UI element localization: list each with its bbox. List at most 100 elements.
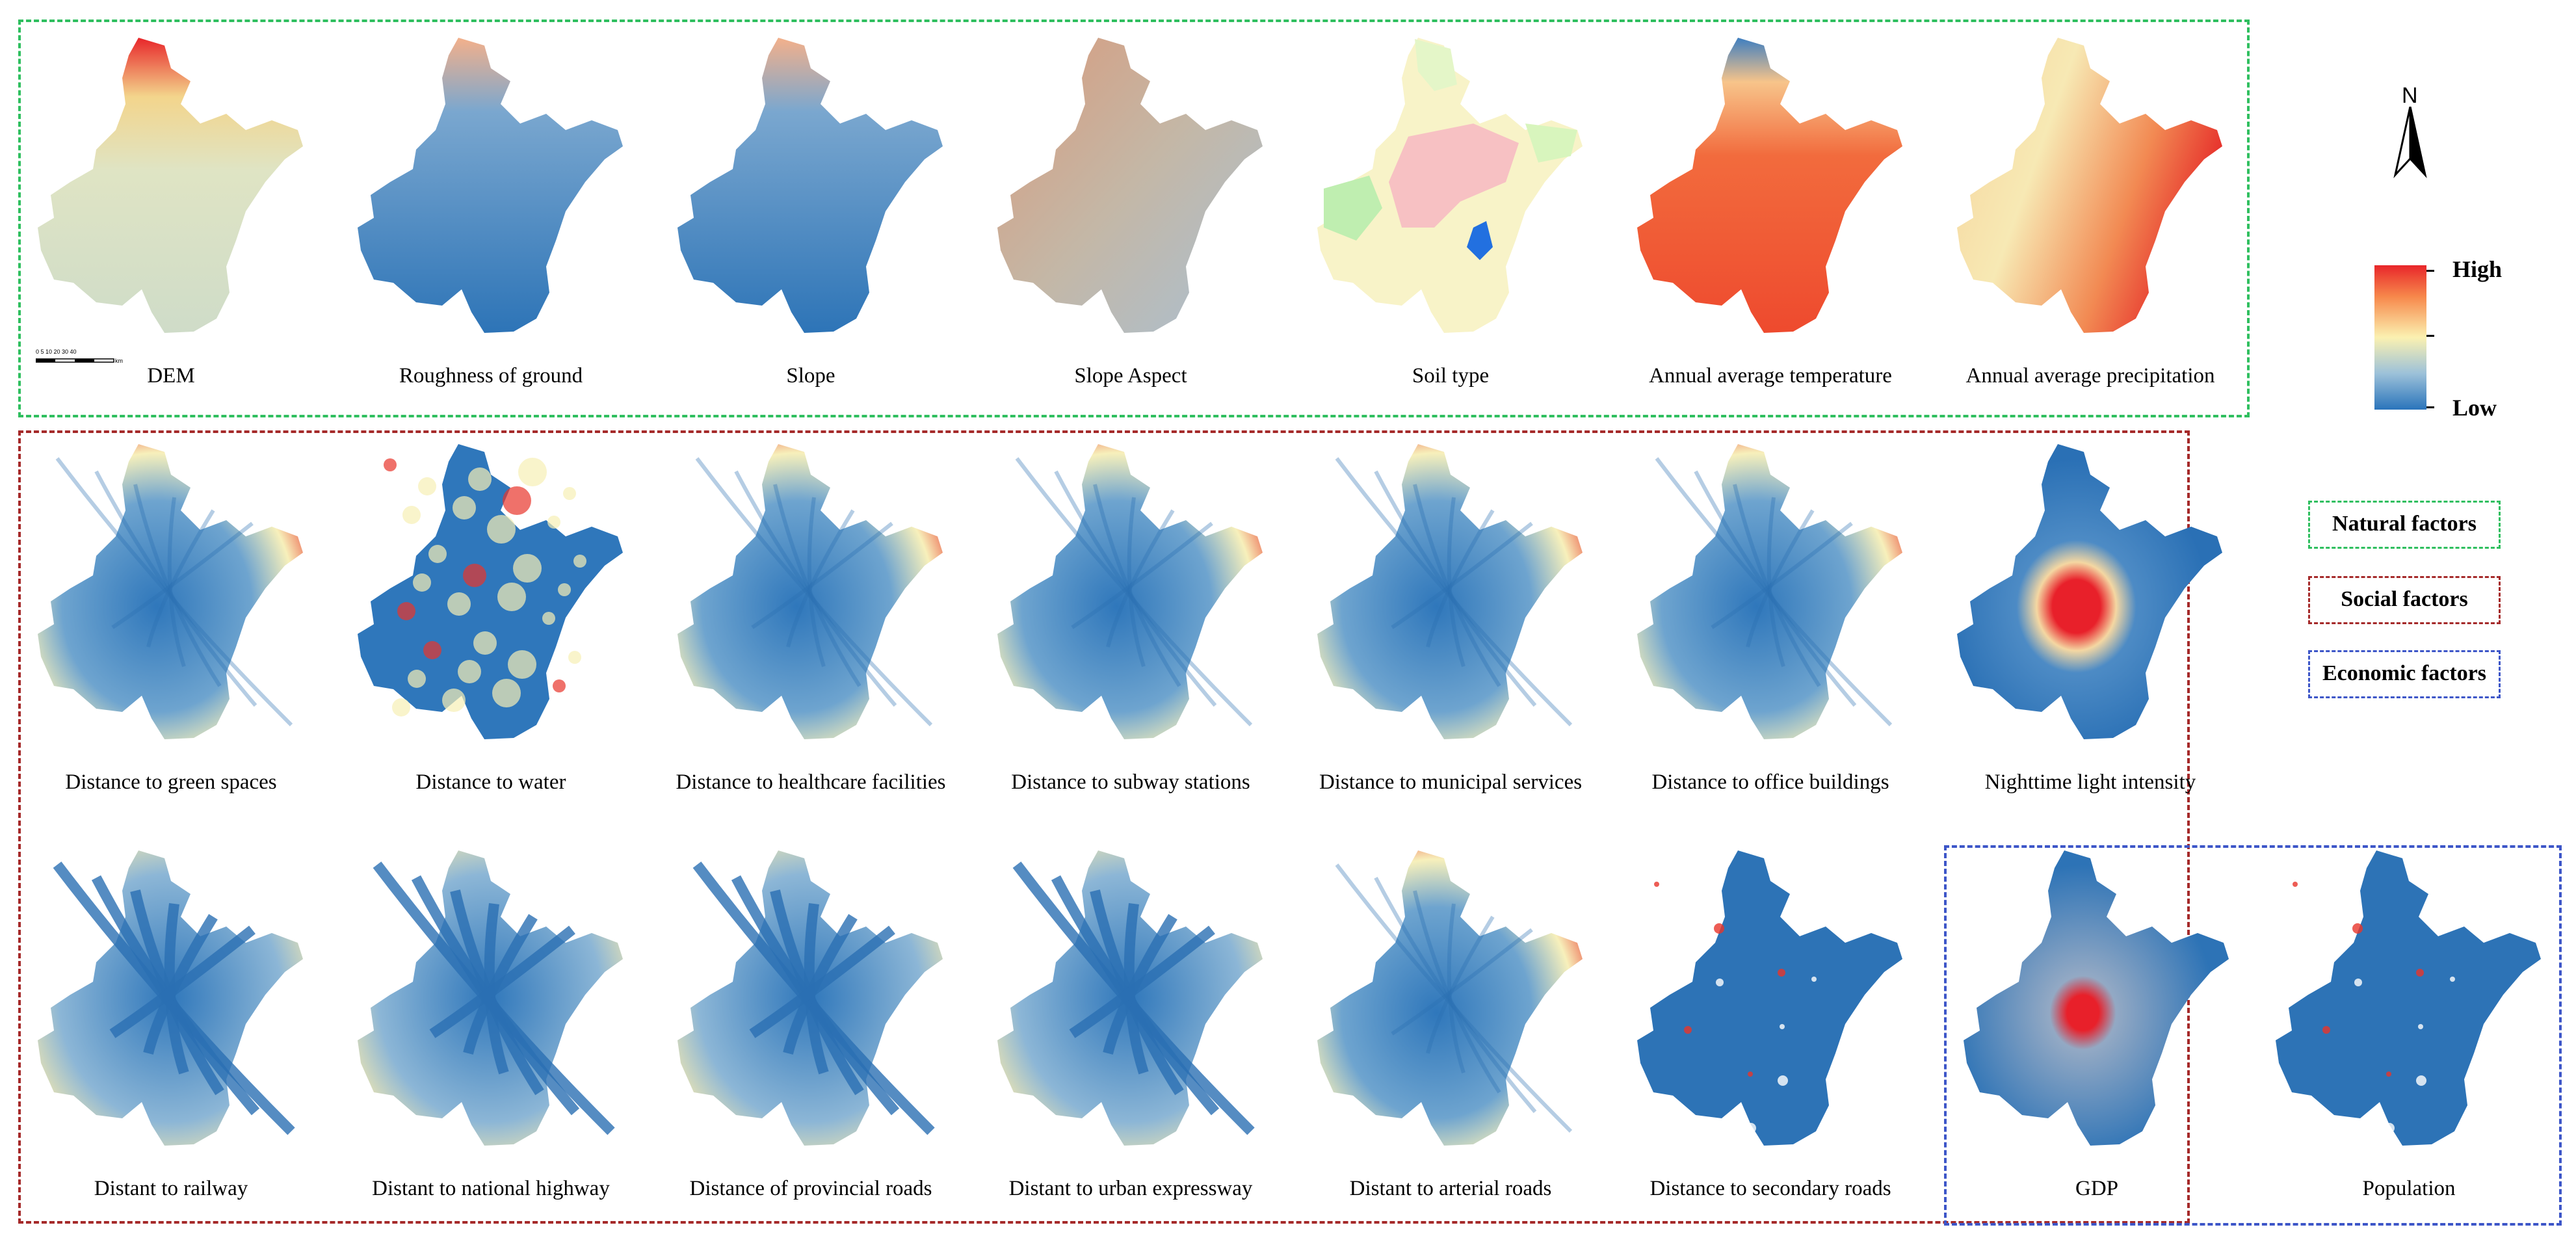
map-panel-slope: Slope — [658, 26, 964, 403]
region-outline — [997, 444, 1263, 739]
network-line — [133, 484, 222, 687]
map-nighttime-light-intensity — [1957, 444, 2222, 739]
region-outline — [1637, 444, 1902, 739]
soil-class-2 — [1415, 39, 1457, 91]
region-outline — [677, 444, 943, 739]
map-caption: Distance to subway stations — [1011, 770, 1250, 794]
network-line — [1071, 521, 1213, 629]
water-distance-spot — [553, 679, 566, 692]
water-distance-spot — [423, 641, 441, 659]
map-gdp — [1964, 850, 2229, 1146]
water-distance-spot — [492, 679, 521, 707]
map-caption: Annual average temperature — [1649, 364, 1892, 388]
map-caption: Distant to national highway — [372, 1177, 610, 1200]
network-line — [1127, 497, 1146, 667]
network-line — [55, 457, 293, 727]
map-caption: Distance to water — [415, 770, 566, 794]
north-label: N — [2402, 83, 2418, 108]
network-line — [1413, 484, 1501, 687]
network-line — [1106, 509, 1175, 648]
map-panel-annual-average-temperature: Annual average temperature — [1618, 26, 1923, 403]
map-caption: Slope Aspect — [1074, 364, 1187, 388]
map-panel-distant-to-arterial-roads: Distant to arterial roads — [1298, 839, 1603, 1216]
water-distance-spot — [397, 602, 415, 620]
network-line — [94, 470, 257, 707]
map-distant-to-arterial-roads — [1317, 850, 1583, 1146]
network-line — [1746, 509, 1815, 648]
map-panel-distance-to-municipal-services: Distance to municipal services — [1298, 432, 1603, 809]
legend-high-label: High — [2452, 256, 2503, 282]
water-distance-spot — [503, 486, 531, 515]
region-outline — [38, 38, 303, 333]
region-outline — [1317, 850, 1583, 1146]
water-distance-spot — [442, 689, 466, 712]
hotspot — [2512, 1073, 2519, 1081]
map-roughness-of-ground — [358, 38, 623, 333]
map-panel-distance-to-subway-stations: Distance to subway stations — [978, 432, 1283, 809]
network-line — [1426, 915, 1495, 1054]
water-distance-spot — [547, 516, 560, 529]
network-line — [1069, 925, 1215, 1038]
hotspot — [2478, 1066, 2488, 1076]
map-caption: Distance to office buildings — [1651, 770, 1889, 794]
map-caption: Distant to arterial roads — [1349, 1177, 1552, 1200]
hotspot — [1841, 1121, 1849, 1129]
network-line — [1093, 484, 1181, 687]
water-distance-spot — [497, 583, 526, 611]
hotspot — [1778, 969, 1785, 977]
hotspot — [2416, 1075, 2426, 1086]
region-outline — [1957, 38, 2222, 333]
map-panel-distance-to-healthcare-facilities: Distance to healthcare facilities — [658, 432, 964, 809]
economic-factors-frame — [1944, 845, 2562, 1226]
region-outline — [358, 38, 623, 333]
water-distance-spot — [392, 698, 410, 717]
map-distant-to-urban-expressway — [997, 850, 1263, 1146]
map-caption: Distant to urban expressway — [1008, 1177, 1253, 1200]
hotspot — [1839, 1066, 1850, 1076]
network-line — [429, 925, 575, 1038]
water-distance-spot — [542, 612, 555, 625]
water-distance-spot — [513, 554, 542, 583]
network-line — [773, 484, 861, 687]
legend-tick-mid — [2426, 335, 2434, 337]
water-distance-spot — [413, 573, 431, 592]
legend-social-factors: Social factors — [2308, 576, 2501, 624]
map-panel-distant-to-railway: Distant to railway — [18, 839, 324, 1216]
network-line — [111, 521, 254, 629]
region-outline — [2276, 850, 2541, 1146]
map-panel-nighttime-light-intensity: Nighttime light intensity — [1938, 432, 2243, 809]
network-line — [1655, 457, 1893, 727]
north-arrow: N — [2387, 83, 2433, 178]
scale-bar: 0 5 10 20 30 40 km — [35, 348, 133, 368]
map-caption: Soil type — [1412, 364, 1490, 388]
water-distance-spot — [418, 477, 436, 495]
network-line — [1447, 903, 1465, 1073]
network-line — [1447, 497, 1465, 667]
hotspot — [1871, 1018, 1882, 1029]
hotspot — [1843, 929, 1848, 934]
map-panel-distance-to-secondary-roads: Distance to secondary roads — [1618, 839, 1923, 1216]
hotspot — [2320, 971, 2331, 981]
map-distance-to-subway-stations — [997, 444, 1263, 739]
hotspot — [2386, 1072, 2391, 1077]
hotspot — [2293, 882, 2298, 887]
water-distance-spot — [563, 487, 576, 500]
social-factors-frame — [18, 430, 2190, 1224]
network-line — [1391, 521, 1533, 629]
hotspot — [2450, 977, 2455, 982]
map-panel-distance-to-office-buildings: Distance to office buildings — [1618, 432, 1923, 809]
network-line — [1391, 928, 1533, 1036]
legend-natural-factors: Natural factors — [2308, 501, 2501, 549]
map-caption: Slope — [786, 364, 835, 388]
map-caption: Annual average precipitation — [1965, 364, 2215, 388]
water-distance-spot — [473, 631, 497, 655]
hotspot — [1778, 1075, 1788, 1086]
region-outline — [358, 444, 623, 739]
network-line — [734, 470, 897, 707]
network-line — [1374, 876, 1537, 1113]
water-distance-spot — [428, 545, 447, 563]
hotspot — [2480, 1121, 2488, 1129]
network-line — [1413, 890, 1501, 1094]
natural-factors-frame — [18, 20, 2250, 417]
color-ramp-legend — [2374, 265, 2426, 410]
